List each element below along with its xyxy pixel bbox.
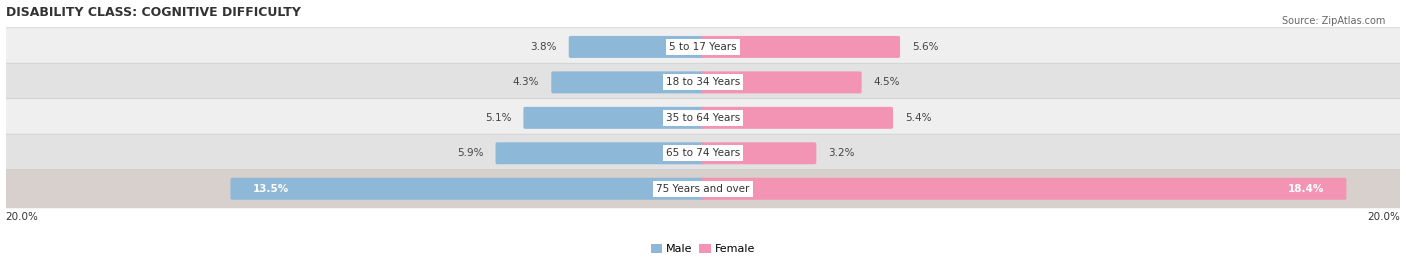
Text: 5.6%: 5.6% [912,42,939,52]
FancyBboxPatch shape [702,142,817,164]
Text: 18 to 34 Years: 18 to 34 Years [666,77,740,87]
FancyBboxPatch shape [0,63,1406,102]
Text: DISABILITY CLASS: COGNITIVE DIFFICULTY: DISABILITY CLASS: COGNITIVE DIFFICULTY [6,6,301,19]
Text: 4.3%: 4.3% [513,77,538,87]
Text: 5.1%: 5.1% [485,113,512,123]
Text: 5 to 17 Years: 5 to 17 Years [669,42,737,52]
Text: 5.4%: 5.4% [905,113,932,123]
Text: Source: ZipAtlas.com: Source: ZipAtlas.com [1281,16,1385,26]
FancyBboxPatch shape [702,178,1347,200]
Text: 3.8%: 3.8% [530,42,557,52]
Text: 13.5%: 13.5% [253,184,290,194]
Text: 20.0%: 20.0% [6,212,38,222]
FancyBboxPatch shape [0,99,1406,137]
Text: 18.4%: 18.4% [1288,184,1323,194]
Text: 4.5%: 4.5% [875,77,900,87]
FancyBboxPatch shape [523,107,704,129]
Legend: Male, Female: Male, Female [647,240,759,259]
FancyBboxPatch shape [0,134,1406,173]
FancyBboxPatch shape [702,107,893,129]
FancyBboxPatch shape [551,71,704,93]
Text: 3.2%: 3.2% [828,148,855,158]
Text: 35 to 64 Years: 35 to 64 Years [666,113,740,123]
FancyBboxPatch shape [495,142,704,164]
FancyBboxPatch shape [702,71,862,93]
FancyBboxPatch shape [569,36,704,58]
FancyBboxPatch shape [0,28,1406,66]
FancyBboxPatch shape [702,36,900,58]
Text: 20.0%: 20.0% [1368,212,1400,222]
FancyBboxPatch shape [0,170,1406,208]
Text: 5.9%: 5.9% [457,148,484,158]
Text: 75 Years and over: 75 Years and over [657,184,749,194]
FancyBboxPatch shape [231,178,704,200]
Text: 65 to 74 Years: 65 to 74 Years [666,148,740,158]
